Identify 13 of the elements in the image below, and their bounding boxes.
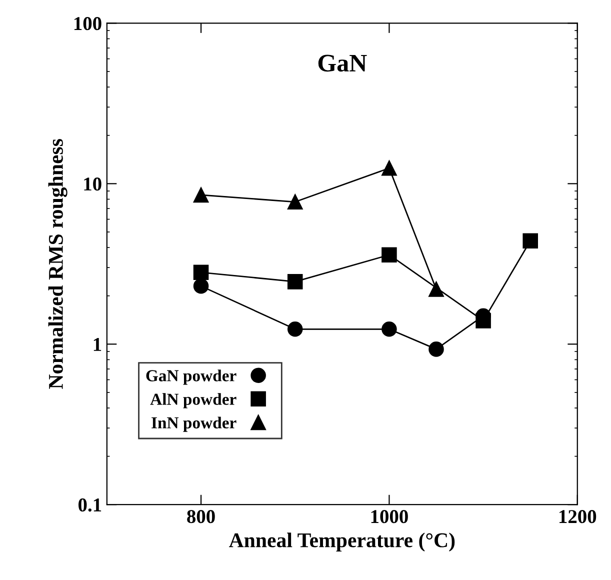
text: GaN — [318, 54, 367, 72]
x-axis-title: Anneal Temperature (°C) — [229, 532, 455, 552]
legend-label: AlN powder — [150, 393, 236, 408]
x-tick-label: 1000 — [371, 510, 408, 524]
x-tick-label: 800 — [187, 510, 215, 524]
legend-label: GaN powder — [146, 370, 236, 385]
y-tick-label: 1 — [94, 338, 102, 351]
x-tick-label: 1200 — [560, 510, 596, 524]
y-axis-title: Normalized RMS roughness — [48, 139, 68, 389]
y-tick-label: 100 — [74, 17, 102, 30]
y-tick-label: 10 — [84, 177, 102, 191]
legend-label: InN powder — [152, 416, 236, 432]
y-tick-label: 0.1 — [78, 498, 102, 512]
